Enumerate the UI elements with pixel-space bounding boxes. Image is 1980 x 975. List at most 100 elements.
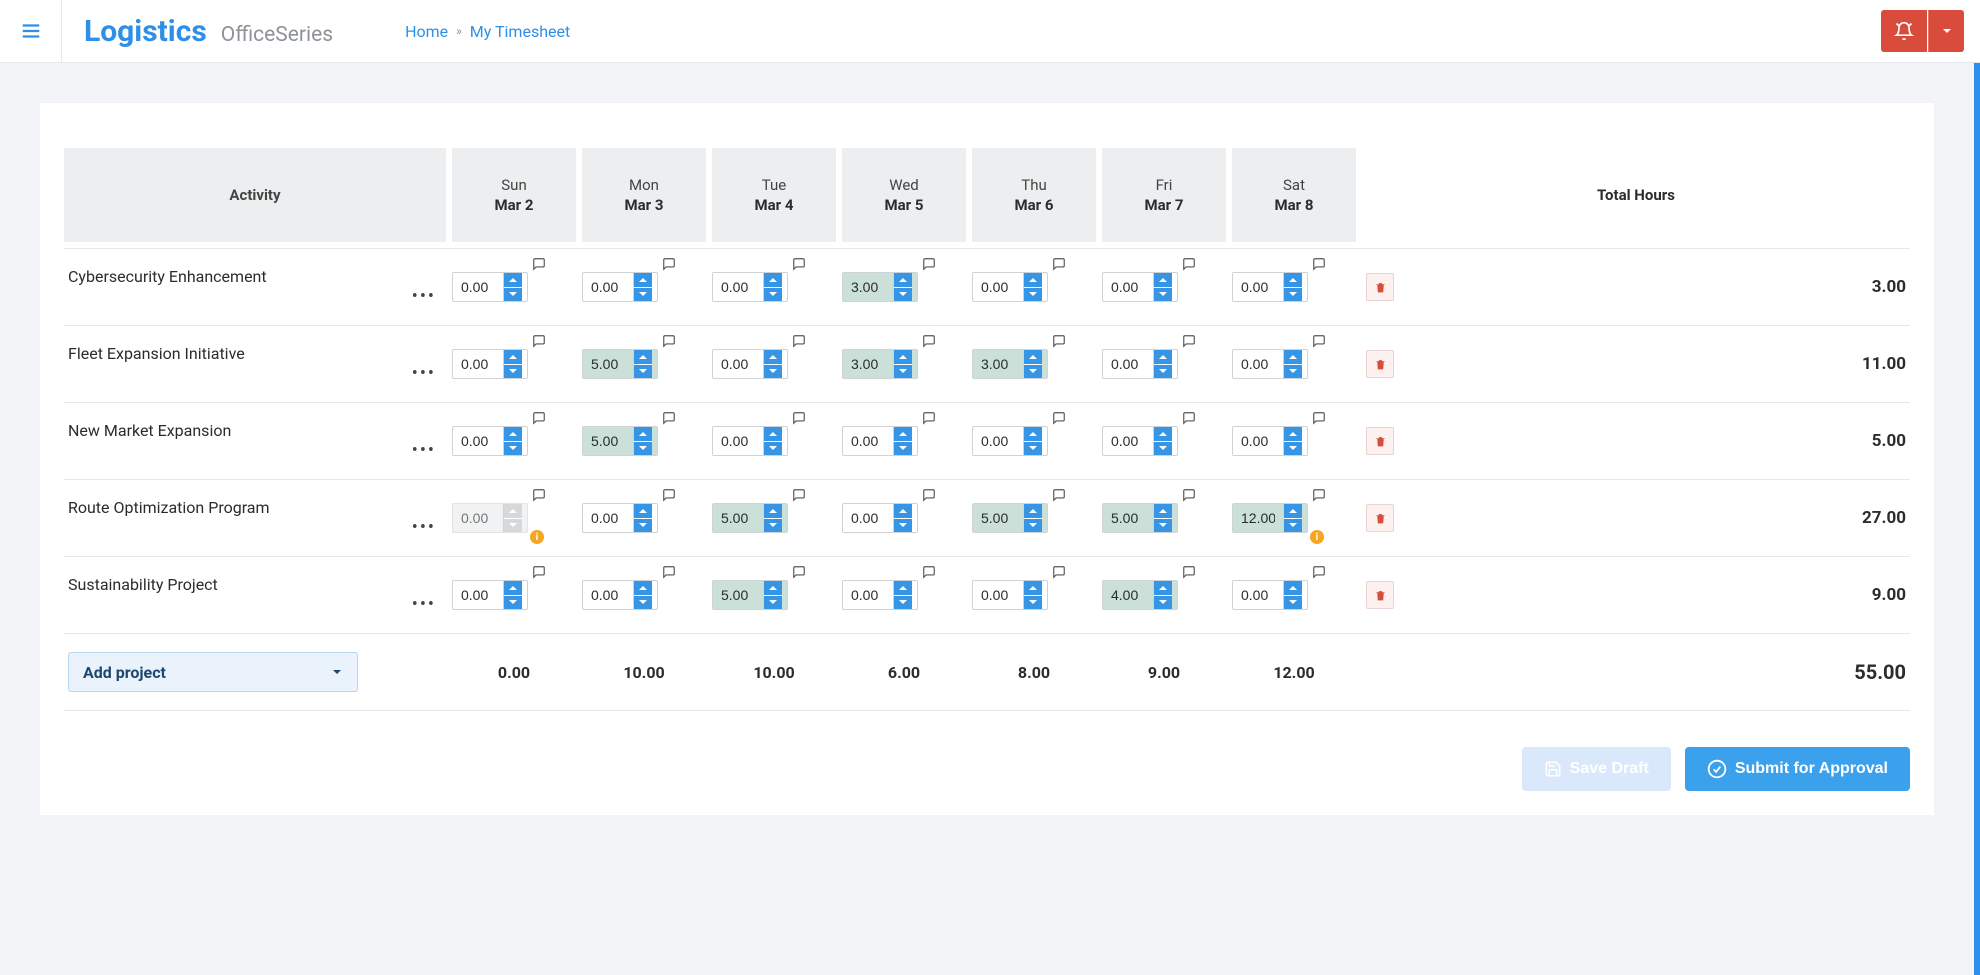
hours-input[interactable] <box>713 350 763 378</box>
spin-up-button[interactable] <box>634 581 652 596</box>
comment-icon[interactable] <box>532 334 546 348</box>
comment-icon[interactable] <box>662 257 676 271</box>
spin-down-button[interactable] <box>764 288 782 302</box>
spin-up-button[interactable] <box>504 350 522 365</box>
hours-input[interactable] <box>1233 504 1283 532</box>
spin-up-button[interactable] <box>634 504 652 519</box>
comment-icon[interactable] <box>662 334 676 348</box>
spin-up-button[interactable] <box>764 581 782 596</box>
hours-input[interactable] <box>453 427 503 455</box>
hours-input[interactable] <box>843 350 893 378</box>
spin-down-button[interactable] <box>504 442 522 456</box>
spin-down-button[interactable] <box>1154 442 1172 456</box>
spin-up-button[interactable] <box>634 427 652 442</box>
hamburger-menu-button[interactable] <box>0 0 62 62</box>
spin-up-button[interactable] <box>1024 350 1042 365</box>
spin-down-button[interactable] <box>894 519 912 533</box>
comment-icon[interactable] <box>1182 488 1196 502</box>
spin-up-button[interactable] <box>1284 581 1302 596</box>
spin-down-button[interactable] <box>1024 288 1042 302</box>
comment-icon[interactable] <box>1312 488 1326 502</box>
spin-up-button[interactable] <box>634 350 652 365</box>
row-more-button[interactable]: ••• <box>412 594 436 615</box>
hours-input[interactable] <box>713 581 763 609</box>
hours-input[interactable] <box>453 350 503 378</box>
hours-input[interactable] <box>1103 350 1153 378</box>
spin-down-button[interactable] <box>1154 288 1172 302</box>
hours-input[interactable] <box>973 427 1023 455</box>
comment-icon[interactable] <box>532 488 546 502</box>
spin-down-button[interactable] <box>634 288 652 302</box>
comment-icon[interactable] <box>1312 257 1326 271</box>
spin-up-button[interactable] <box>1024 504 1042 519</box>
row-more-button[interactable]: ••• <box>412 517 436 538</box>
spin-down-button[interactable] <box>764 442 782 456</box>
spin-up-button[interactable] <box>764 350 782 365</box>
comment-icon[interactable] <box>532 257 546 271</box>
warning-icon[interactable]: i <box>530 530 544 544</box>
comment-icon[interactable] <box>1052 257 1066 271</box>
spin-up-button[interactable] <box>764 273 782 288</box>
hours-input[interactable] <box>843 427 893 455</box>
spin-up-button[interactable] <box>1154 427 1172 442</box>
spin-down-button[interactable] <box>634 442 652 456</box>
warning-icon[interactable]: i <box>1310 530 1324 544</box>
spin-up-button[interactable] <box>1284 350 1302 365</box>
comment-icon[interactable] <box>1182 565 1196 579</box>
comment-icon[interactable] <box>1052 565 1066 579</box>
hours-input[interactable] <box>1233 427 1283 455</box>
spin-down-button[interactable] <box>894 365 912 379</box>
spin-down-button[interactable] <box>894 442 912 456</box>
spin-up-button[interactable] <box>1154 273 1172 288</box>
hours-input[interactable] <box>583 273 633 301</box>
comment-icon[interactable] <box>1052 411 1066 425</box>
spin-down-button[interactable] <box>894 288 912 302</box>
hours-input[interactable] <box>713 273 763 301</box>
spin-up-button[interactable] <box>1284 427 1302 442</box>
spin-down-button[interactable] <box>1024 442 1042 456</box>
hours-input[interactable] <box>1233 273 1283 301</box>
spin-up-button[interactable] <box>1284 273 1302 288</box>
comment-icon[interactable] <box>792 565 806 579</box>
comment-icon[interactable] <box>662 565 676 579</box>
comment-icon[interactable] <box>1312 411 1326 425</box>
spin-down-button[interactable] <box>1284 288 1302 302</box>
spin-down-button[interactable] <box>1284 442 1302 456</box>
notifications-button[interactable] <box>1881 10 1927 52</box>
spin-down-button[interactable] <box>504 596 522 610</box>
spin-down-button[interactable] <box>1024 596 1042 610</box>
notifications-dropdown-button[interactable] <box>1928 10 1964 52</box>
comment-icon[interactable] <box>792 257 806 271</box>
spin-up-button[interactable] <box>1024 427 1042 442</box>
hours-input[interactable] <box>973 273 1023 301</box>
comment-icon[interactable] <box>1182 334 1196 348</box>
comment-icon[interactable] <box>532 411 546 425</box>
spin-up-button[interactable] <box>1024 581 1042 596</box>
comment-icon[interactable] <box>532 565 546 579</box>
spin-down-button[interactable] <box>764 596 782 610</box>
spin-down-button[interactable] <box>1154 519 1172 533</box>
comment-icon[interactable] <box>1182 257 1196 271</box>
spin-down-button[interactable] <box>504 288 522 302</box>
hours-input[interactable] <box>1233 350 1283 378</box>
spin-up-button[interactable] <box>504 427 522 442</box>
comment-icon[interactable] <box>922 488 936 502</box>
row-more-button[interactable]: ••• <box>412 286 436 307</box>
spin-up-button[interactable] <box>504 273 522 288</box>
hours-input[interactable] <box>583 581 633 609</box>
hours-input[interactable] <box>973 504 1023 532</box>
comment-icon[interactable] <box>1182 411 1196 425</box>
spin-up-button[interactable] <box>1154 581 1172 596</box>
spin-up-button[interactable] <box>504 581 522 596</box>
comment-icon[interactable] <box>922 257 936 271</box>
comment-icon[interactable] <box>662 488 676 502</box>
hours-input[interactable] <box>713 427 763 455</box>
hours-input[interactable] <box>1103 504 1153 532</box>
spin-up-button[interactable] <box>764 504 782 519</box>
comment-icon[interactable] <box>662 411 676 425</box>
hours-input[interactable] <box>843 504 893 532</box>
hours-input[interactable] <box>843 581 893 609</box>
spin-down-button[interactable] <box>764 519 782 533</box>
hours-input[interactable] <box>583 427 633 455</box>
comment-icon[interactable] <box>792 334 806 348</box>
